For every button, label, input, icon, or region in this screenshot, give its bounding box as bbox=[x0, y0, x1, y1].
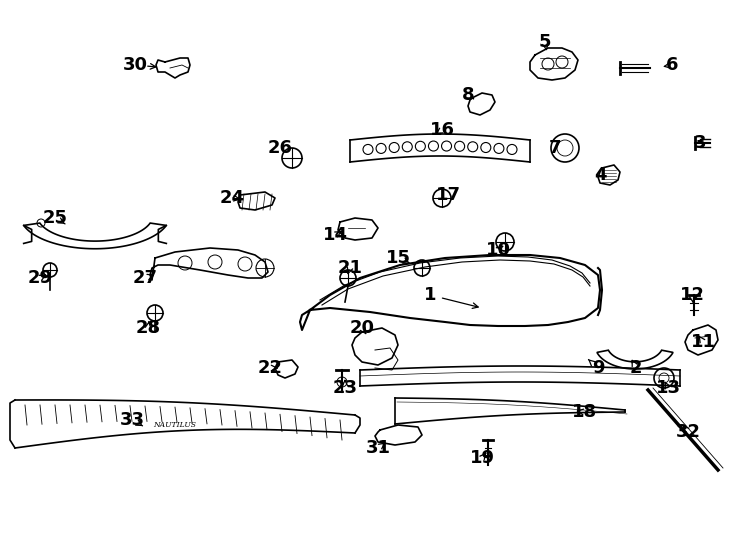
Text: NAUTILUS: NAUTILUS bbox=[153, 421, 197, 429]
Text: 12: 12 bbox=[680, 286, 705, 304]
Text: 20: 20 bbox=[349, 319, 374, 337]
Text: 11: 11 bbox=[691, 333, 716, 351]
Text: 8: 8 bbox=[462, 86, 474, 104]
Text: 23: 23 bbox=[333, 379, 357, 397]
Text: 19: 19 bbox=[470, 449, 495, 467]
Text: 15: 15 bbox=[385, 249, 410, 267]
Text: 5: 5 bbox=[539, 33, 551, 51]
Text: 22: 22 bbox=[258, 359, 283, 377]
Text: 2: 2 bbox=[630, 359, 642, 377]
Text: 4: 4 bbox=[594, 166, 606, 184]
Text: 29: 29 bbox=[27, 269, 53, 287]
Text: 30: 30 bbox=[123, 56, 148, 74]
Text: 17: 17 bbox=[435, 186, 460, 204]
Text: 6: 6 bbox=[666, 56, 678, 74]
Text: 33: 33 bbox=[120, 411, 145, 429]
Text: 24: 24 bbox=[219, 189, 244, 207]
Text: 7: 7 bbox=[549, 139, 562, 157]
Text: 28: 28 bbox=[136, 319, 161, 337]
Text: 13: 13 bbox=[655, 379, 680, 397]
Text: 18: 18 bbox=[572, 403, 597, 421]
Text: 31: 31 bbox=[366, 439, 390, 457]
Text: 27: 27 bbox=[133, 269, 158, 287]
Text: 3: 3 bbox=[694, 134, 706, 152]
Text: 32: 32 bbox=[675, 423, 700, 441]
Text: 25: 25 bbox=[43, 209, 68, 227]
Text: 14: 14 bbox=[322, 226, 347, 244]
Text: 26: 26 bbox=[267, 139, 293, 157]
Text: 1: 1 bbox=[424, 286, 436, 304]
Text: 21: 21 bbox=[338, 259, 363, 277]
Text: 10: 10 bbox=[485, 241, 511, 259]
Text: 9: 9 bbox=[592, 359, 604, 377]
Text: 16: 16 bbox=[429, 121, 454, 139]
